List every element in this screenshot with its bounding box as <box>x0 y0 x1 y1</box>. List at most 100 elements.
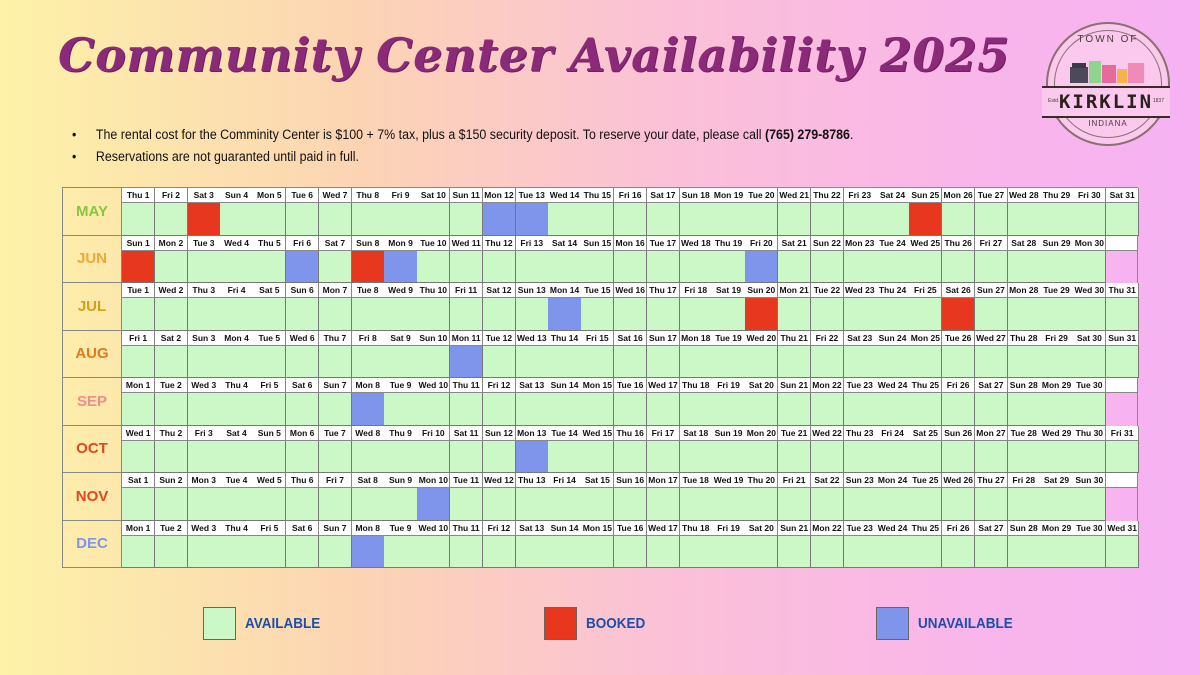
day-cell-available[interactable] <box>548 250 582 283</box>
day-cell-available[interactable] <box>482 250 517 283</box>
day-cell-available[interactable] <box>286 345 320 378</box>
day-cell-unavailable[interactable] <box>450 345 484 378</box>
day-cell-available[interactable] <box>581 298 615 331</box>
day-cell-available[interactable] <box>942 393 976 426</box>
phone-number[interactable]: (765) 279-8786 <box>764 127 850 142</box>
day-cell-available[interactable] <box>1007 440 1041 473</box>
day-cell-available[interactable] <box>581 345 615 378</box>
day-cell-available[interactable] <box>843 440 877 473</box>
day-cell-available[interactable] <box>318 393 353 426</box>
day-cell-available[interactable] <box>1073 203 1107 236</box>
day-cell-available[interactable] <box>778 440 812 473</box>
day-cell-available[interactable] <box>778 250 812 283</box>
day-cell-available[interactable] <box>614 250 648 283</box>
day-cell-available[interactable] <box>942 345 976 378</box>
day-cell-available[interactable] <box>1007 250 1041 283</box>
day-cell-available[interactable] <box>974 345 1009 378</box>
day-cell-available[interactable] <box>318 488 353 521</box>
day-cell-available[interactable] <box>548 203 582 236</box>
day-cell-available[interactable] <box>417 393 451 426</box>
day-cell-available[interactable] <box>679 535 713 568</box>
day-cell-unavailable[interactable] <box>286 250 320 283</box>
day-cell-available[interactable] <box>1007 345 1041 378</box>
day-cell-available[interactable] <box>1007 535 1041 568</box>
day-cell-available[interactable] <box>482 488 517 521</box>
day-cell-available[interactable] <box>843 250 877 283</box>
day-cell-available[interactable] <box>122 535 156 568</box>
day-cell-unavailable[interactable] <box>548 298 582 331</box>
day-cell-unavailable[interactable] <box>482 203 517 236</box>
day-cell-available[interactable] <box>614 203 648 236</box>
day-cell-available[interactable] <box>450 298 484 331</box>
day-cell-available[interactable] <box>745 488 779 521</box>
day-cell-available[interactable] <box>318 250 353 283</box>
day-cell-available[interactable] <box>1040 250 1074 283</box>
day-cell-available[interactable] <box>122 393 156 426</box>
day-cell-available[interactable] <box>286 393 320 426</box>
day-cell-available[interactable] <box>220 250 254 283</box>
day-cell-available[interactable] <box>810 298 845 331</box>
day-cell-available[interactable] <box>581 393 615 426</box>
day-cell-available[interactable] <box>876 203 910 236</box>
day-cell-available[interactable] <box>1040 393 1074 426</box>
day-cell-unavailable[interactable] <box>384 250 418 283</box>
day-cell-available[interactable] <box>220 535 254 568</box>
day-cell-available[interactable] <box>286 535 320 568</box>
day-cell-available[interactable] <box>1073 488 1107 521</box>
day-cell-available[interactable] <box>745 345 779 378</box>
day-cell-unavailable[interactable] <box>515 440 549 473</box>
day-cell-available[interactable] <box>974 250 1009 283</box>
day-cell-available[interactable] <box>712 298 746 331</box>
day-cell-available[interactable] <box>154 535 189 568</box>
day-cell-available[interactable] <box>1106 298 1140 331</box>
day-cell-available[interactable] <box>253 488 287 521</box>
day-cell-available[interactable] <box>679 250 713 283</box>
day-cell-available[interactable] <box>515 393 549 426</box>
day-cell-available[interactable] <box>122 440 156 473</box>
day-cell-available[interactable] <box>384 345 418 378</box>
day-cell-available[interactable] <box>810 250 845 283</box>
day-cell-available[interactable] <box>646 535 681 568</box>
day-cell-available[interactable] <box>974 535 1009 568</box>
day-cell-booked[interactable] <box>187 203 221 236</box>
day-cell-available[interactable] <box>581 250 615 283</box>
day-cell-available[interactable] <box>351 440 385 473</box>
day-cell-available[interactable] <box>482 345 517 378</box>
day-cell-available[interactable] <box>778 535 812 568</box>
day-cell-available[interactable] <box>909 393 943 426</box>
day-cell-available[interactable] <box>482 440 517 473</box>
day-cell-available[interactable] <box>318 298 353 331</box>
day-cell-available[interactable] <box>154 203 189 236</box>
day-cell-available[interactable] <box>286 298 320 331</box>
day-cell-available[interactable] <box>253 345 287 378</box>
day-cell-available[interactable] <box>679 488 713 521</box>
day-cell-available[interactable] <box>1007 488 1041 521</box>
day-cell-available[interactable] <box>876 440 910 473</box>
day-cell-available[interactable] <box>318 440 353 473</box>
day-cell-available[interactable] <box>1040 345 1074 378</box>
day-cell-available[interactable] <box>482 535 517 568</box>
day-cell-available[interactable] <box>154 345 189 378</box>
day-cell-available[interactable] <box>515 298 549 331</box>
day-cell-available[interactable] <box>482 393 517 426</box>
day-cell-available[interactable] <box>614 440 648 473</box>
day-cell-available[interactable] <box>220 440 254 473</box>
day-cell-booked[interactable] <box>909 203 943 236</box>
day-cell-available[interactable] <box>417 298 451 331</box>
day-cell-available[interactable] <box>417 440 451 473</box>
day-cell-available[interactable] <box>450 393 484 426</box>
day-cell-available[interactable] <box>1106 203 1140 236</box>
day-cell-available[interactable] <box>548 440 582 473</box>
day-cell-available[interactable] <box>154 440 189 473</box>
day-cell-available[interactable] <box>712 345 746 378</box>
day-cell-available[interactable] <box>712 203 746 236</box>
day-cell-available[interactable] <box>679 393 713 426</box>
day-cell-available[interactable] <box>1040 535 1074 568</box>
day-cell-available[interactable] <box>646 203 681 236</box>
day-cell-available[interactable] <box>187 345 221 378</box>
day-cell-available[interactable] <box>810 535 845 568</box>
day-cell-available[interactable] <box>1040 203 1074 236</box>
day-cell-booked[interactable] <box>745 298 779 331</box>
day-cell-booked[interactable] <box>942 298 976 331</box>
day-cell-available[interactable] <box>154 250 189 283</box>
